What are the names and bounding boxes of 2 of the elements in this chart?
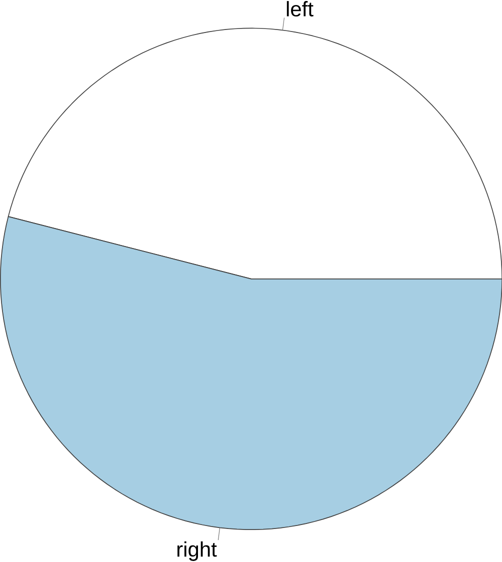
slice-label: left [286,1,314,16]
slice-label: right [177,541,217,561]
